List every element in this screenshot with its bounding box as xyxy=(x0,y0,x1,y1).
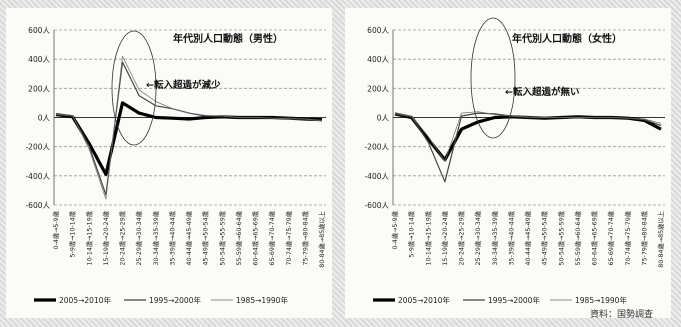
x-tick-label: 30-34歳→35-39歳 xyxy=(490,210,499,265)
series-line xyxy=(55,55,323,200)
x-tick-label: 0-4歳→5-9歳 xyxy=(51,210,60,249)
x-tick-label: 45-49歳→50-54歳 xyxy=(540,210,549,265)
x-tick-label: 15-19歳→20-24歳 xyxy=(101,210,110,265)
x-tick-label: 20-24歳→25-29歳 xyxy=(118,210,127,265)
y-tick-label: 0人 xyxy=(377,114,390,123)
highlight-ellipse xyxy=(470,17,516,139)
legend-label: 2005→2010年 xyxy=(59,295,111,305)
legend-label: 1995→2000年 xyxy=(149,295,201,305)
x-tick-label: 45-49歳→50-54歳 xyxy=(201,210,210,265)
x-tick-label: 5-9歳→10-14歳 xyxy=(407,210,416,257)
x-tick-label: 15-19歳→20-24歳 xyxy=(440,210,449,265)
legend-label: 1985→1990年 xyxy=(236,295,288,305)
highlight-ellipse xyxy=(111,30,157,146)
x-tick-label: 55-59歳→60-64歳 xyxy=(234,210,243,265)
x-tick-label: 60-64歳→65-69歳 xyxy=(251,210,260,265)
y-tick-label: 600人 xyxy=(28,26,50,35)
x-tick-label: 35-39歳→40-44歳 xyxy=(506,210,515,265)
x-tick-label: 55-59歳→60-64歳 xyxy=(573,210,582,265)
legend-label: 1995→2000年 xyxy=(488,295,540,305)
y-tick-label: 400人 xyxy=(367,55,389,64)
y-tick-label: 0人 xyxy=(38,114,51,123)
chart-title: 年代別人口動態（女性） xyxy=(512,32,622,45)
x-tick-label: 40-44歳→45-49歳 xyxy=(523,210,532,265)
series-line xyxy=(394,112,662,162)
legend-label: 1985→1990年 xyxy=(575,295,627,305)
x-tick-label: 5-9歳→10-14歳 xyxy=(68,210,77,257)
x-tick-label: 10-14歳→15-19歳 xyxy=(423,210,432,265)
y-tick-label: 200人 xyxy=(28,84,50,93)
y-tick-label: 400人 xyxy=(28,55,50,64)
x-tick-label: 35-39歳→40-44歳 xyxy=(167,210,176,265)
legend-label: 2005→2010年 xyxy=(398,295,450,305)
x-tick-label: 25-29歳→30-34歳 xyxy=(473,210,482,265)
chart-annotation: ←転入超過が減少 xyxy=(146,79,221,91)
x-tick-label: 65-69歳→70-74歳 xyxy=(267,210,276,265)
y-tick-label: -200人 xyxy=(364,143,389,152)
female-chart-panel: 600人 400人 200人 0人 -200人 -400人 -600人 0-4歳→5-9歳 5-… xyxy=(345,8,671,320)
y-tick-label: 600人 xyxy=(367,26,389,35)
y-tick-label: -400人 xyxy=(364,172,389,181)
x-tick-label: 80-84歳→85歳以上 xyxy=(317,211,326,268)
x-tick-label: 70-74歳→75-79歳 xyxy=(284,210,293,265)
x-tick-label: 65-69歳→70-74歳 xyxy=(606,210,615,265)
x-tick-label: 50-54歳→55-59歳 xyxy=(556,210,565,265)
chart-annotation: ←転入超過が無い xyxy=(505,86,579,98)
y-tick-label: -600人 xyxy=(25,201,50,210)
x-tick-label: 70-74歳→75-79歳 xyxy=(623,210,632,265)
x-tick-label: 20-24歳→25-29歳 xyxy=(457,210,466,265)
male-chart-panel: 600人 400人 200人 0人 -200人 -400人 -600人 0-4歳→5-9歳 5-… xyxy=(6,8,332,318)
x-tick-label: 30-34歳→35-39歳 xyxy=(151,210,160,265)
x-tick-label: 40-44歳→45-49歳 xyxy=(184,210,193,265)
x-tick-label: 0-4歳→5-9歳 xyxy=(390,210,399,249)
y-tick-label: -200人 xyxy=(25,143,50,152)
y-tick-label: -600人 xyxy=(364,201,389,210)
series-line xyxy=(394,111,662,162)
source-note: 資料：国勢調査 xyxy=(589,310,653,320)
chart-title: 年代別人口動態（男性） xyxy=(173,32,283,45)
x-tick-label: 75-79歳→80-84歳 xyxy=(300,210,309,265)
x-tick-label: 80-84歳→85歳以上 xyxy=(656,211,665,268)
x-tick-label: 75-79歳→80-84歳 xyxy=(639,210,648,265)
y-tick-label: 200人 xyxy=(367,84,389,93)
x-tick-label: 50-54歳→55-59歳 xyxy=(217,210,226,265)
x-tick-label: 60-64歳→65-69歳 xyxy=(590,210,599,265)
y-tick-label: -400人 xyxy=(25,172,50,181)
x-tick-label: 10-14歳→15-19歳 xyxy=(84,210,93,265)
x-tick-label: 25-29歳→30-34歳 xyxy=(134,210,143,265)
